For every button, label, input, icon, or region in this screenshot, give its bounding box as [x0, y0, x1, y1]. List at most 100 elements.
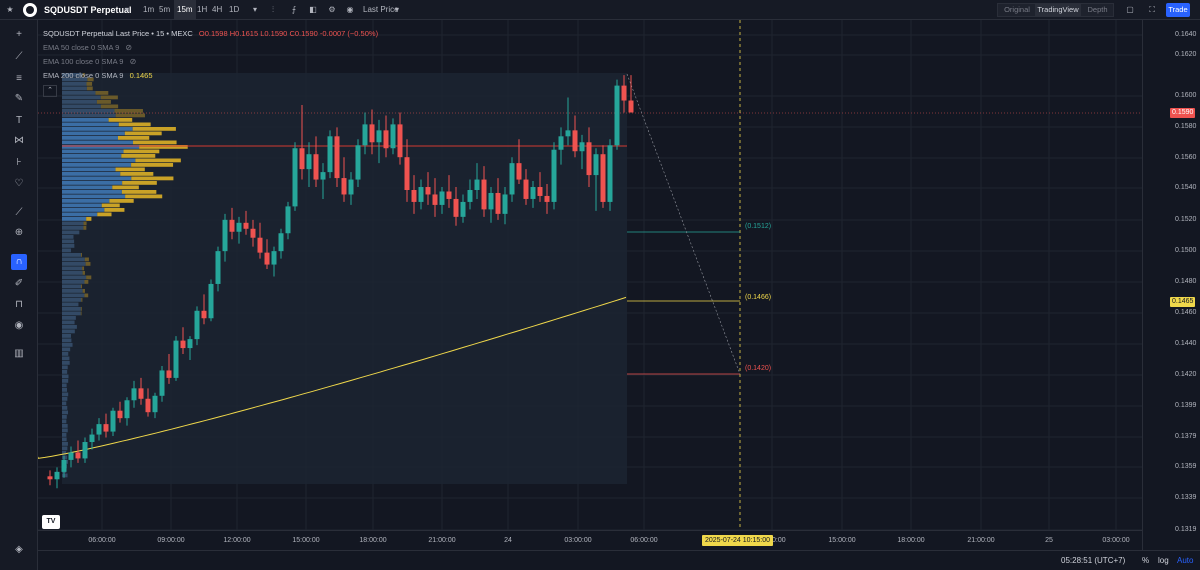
- crosshair-icon[interactable]: +: [16, 29, 22, 40]
- timeframe-4h[interactable]: 4H: [212, 5, 223, 14]
- volume-profile-bar: [62, 257, 85, 262]
- ruler-icon[interactable]: ⟋: [15, 207, 23, 218]
- candle-body: [481, 179, 487, 210]
- timeframe-15m[interactable]: 15m: [174, 0, 196, 20]
- legend-title: SQDUSDT Perpetual Last Price • 15 • MEXC: [43, 29, 193, 38]
- top-bar: ★ SQDUSDT Perpetual ▾ 1m 5m 15m 1H 4H 1D…: [0, 0, 1200, 20]
- chevron-down-icon[interactable]: ▾: [395, 5, 400, 14]
- ema-50-label[interactable]: EMA 50 close 0 SMA 9: [43, 43, 120, 52]
- volume-profile-bar: [62, 77, 88, 82]
- symbol-selector[interactable]: SQDUSDT Perpetual: [44, 5, 132, 15]
- candle-body: [376, 130, 382, 143]
- price-tick: 0.1580: [1175, 123, 1197, 130]
- layout-icon[interactable]: ▢: [1126, 5, 1134, 14]
- stay-in-drawing-icon[interactable]: ✐: [14, 278, 24, 289]
- volume-profile-bar: [62, 131, 125, 136]
- candle-body: [173, 340, 179, 378]
- timeframe-1d[interactable]: 1D: [229, 5, 240, 14]
- level-2-label: (0.1466): [745, 294, 771, 301]
- ema-200-value: 0.1465: [129, 71, 153, 80]
- templates-icon[interactable]: ◧: [309, 5, 317, 14]
- magnet-icon[interactable]: ∩: [11, 254, 27, 270]
- candle-body: [96, 424, 102, 435]
- volume-profile-bar: [123, 149, 160, 154]
- eye-off-icon[interactable]: ⊘: [129, 57, 137, 66]
- volume-profile-bar: [62, 154, 122, 158]
- fullscreen-icon[interactable]: ⛶: [1149, 5, 1155, 14]
- volume-profile-bar: [62, 212, 98, 217]
- chevron-down-icon[interactable]: ▾: [252, 5, 257, 14]
- time-axis[interactable]: 06:00:00 09:00:00 12:00:00 15:00:00 18:00:00…: [38, 530, 1142, 550]
- projection-line: [626, 73, 741, 375]
- log-toggle[interactable]: log: [1158, 556, 1169, 565]
- collapse-legend-button[interactable]: ⌃: [43, 85, 57, 97]
- timeframe-5m[interactable]: 5m: [159, 5, 171, 14]
- candle-body: [313, 154, 319, 180]
- zoom-icon[interactable]: ⊕: [14, 227, 24, 238]
- time-tick: 15:00:00: [292, 537, 320, 544]
- candle-body: [68, 452, 74, 460]
- volume-profile-bar: [81, 298, 83, 302]
- candle-body: [404, 157, 410, 190]
- volume-profile-bar: [62, 190, 122, 194]
- indicators-icon[interactable]: ⨍: [291, 5, 297, 14]
- percent-toggle[interactable]: %: [1142, 556, 1150, 565]
- volume-profile-bar: [62, 172, 121, 176]
- volume-profile-bar: [83, 226, 87, 230]
- pattern-icon[interactable]: ⋈: [14, 135, 24, 146]
- volume-profile-bar: [62, 167, 116, 172]
- price-chart[interactable]: (0.1512) (0.1466) (0.1420): [38, 20, 1142, 530]
- heart-icon[interactable]: ♡: [14, 178, 24, 189]
- legend-high: 0.1615: [235, 29, 259, 38]
- chevron-down-icon[interactable]: ▾: [125, 5, 130, 14]
- candle-body: [89, 434, 95, 443]
- candle-body: [75, 452, 81, 459]
- volume-profile-bar: [62, 356, 70, 361]
- volume-profile-bar: [62, 140, 134, 145]
- text-icon[interactable]: T: [15, 115, 23, 126]
- lock-icon[interactable]: ⊓: [15, 299, 23, 310]
- trash-icon[interactable]: ▥: [14, 348, 24, 359]
- volume-profile-bar: [62, 226, 84, 230]
- candle-body: [187, 339, 193, 349]
- trade-button[interactable]: Trade: [1166, 3, 1190, 17]
- layers-icon[interactable]: ◈: [15, 544, 23, 555]
- volume-profile-bar: [62, 455, 68, 460]
- candle-body: [117, 410, 123, 419]
- volume-profile-bar: [86, 275, 92, 280]
- brush-icon[interactable]: ✎: [14, 93, 24, 104]
- candle-body: [488, 192, 494, 210]
- view-original[interactable]: Original: [1004, 5, 1030, 14]
- clock-display[interactable]: 05:28:51 (UTC+7): [1061, 556, 1126, 565]
- volume-profile-bar: [83, 221, 87, 226]
- view-depth[interactable]: Depth: [1087, 5, 1108, 14]
- settings-icon[interactable]: ⚙: [328, 5, 336, 14]
- candle-type-icon[interactable]: ⫶: [272, 5, 274, 14]
- horizontal-lines-icon[interactable]: ≡: [16, 73, 22, 84]
- candle-body: [369, 124, 375, 143]
- volume-profile-bar: [62, 410, 69, 415]
- ema-100-label[interactable]: EMA 100 close 0 SMA 9: [43, 57, 124, 66]
- camera-icon[interactable]: ◉: [346, 5, 354, 14]
- auto-toggle[interactable]: Auto: [1177, 556, 1194, 565]
- volume-profile-bar: [114, 109, 143, 113]
- timeframe-1m[interactable]: 1m: [143, 5, 155, 14]
- star-icon[interactable]: ★: [6, 5, 14, 14]
- price-tick: 0.1620: [1175, 51, 1197, 58]
- candle-body: [341, 178, 347, 195]
- eye-off-icon[interactable]: ⊘: [125, 43, 133, 52]
- eye-icon[interactable]: ◉: [14, 320, 24, 331]
- candle-body: [82, 442, 88, 459]
- legend-open: 0.1598: [204, 29, 228, 38]
- timeframe-1h[interactable]: 1H: [197, 5, 208, 14]
- trend-line-icon[interactable]: ⟋: [15, 51, 23, 62]
- price-axis[interactable]: 0.1640 0.1620 0.1600 0.1580 0.1560 0.1540 0.15…: [1142, 20, 1200, 550]
- legend-c-label: C: [289, 29, 295, 38]
- price-type-selector[interactable]: Last Price: [363, 5, 399, 14]
- volume-profile-bar: [124, 131, 162, 136]
- view-tradingview[interactable]: TradingView: [1035, 4, 1081, 16]
- chart-pane[interactable]: (0.1512) (0.1466) (0.1420): [38, 20, 1142, 550]
- ema-200-label[interactable]: EMA 200 close 0 SMA 9: [43, 71, 124, 80]
- prediction-icon[interactable]: ⊦: [16, 157, 22, 168]
- volume-profile-bar: [62, 370, 68, 374]
